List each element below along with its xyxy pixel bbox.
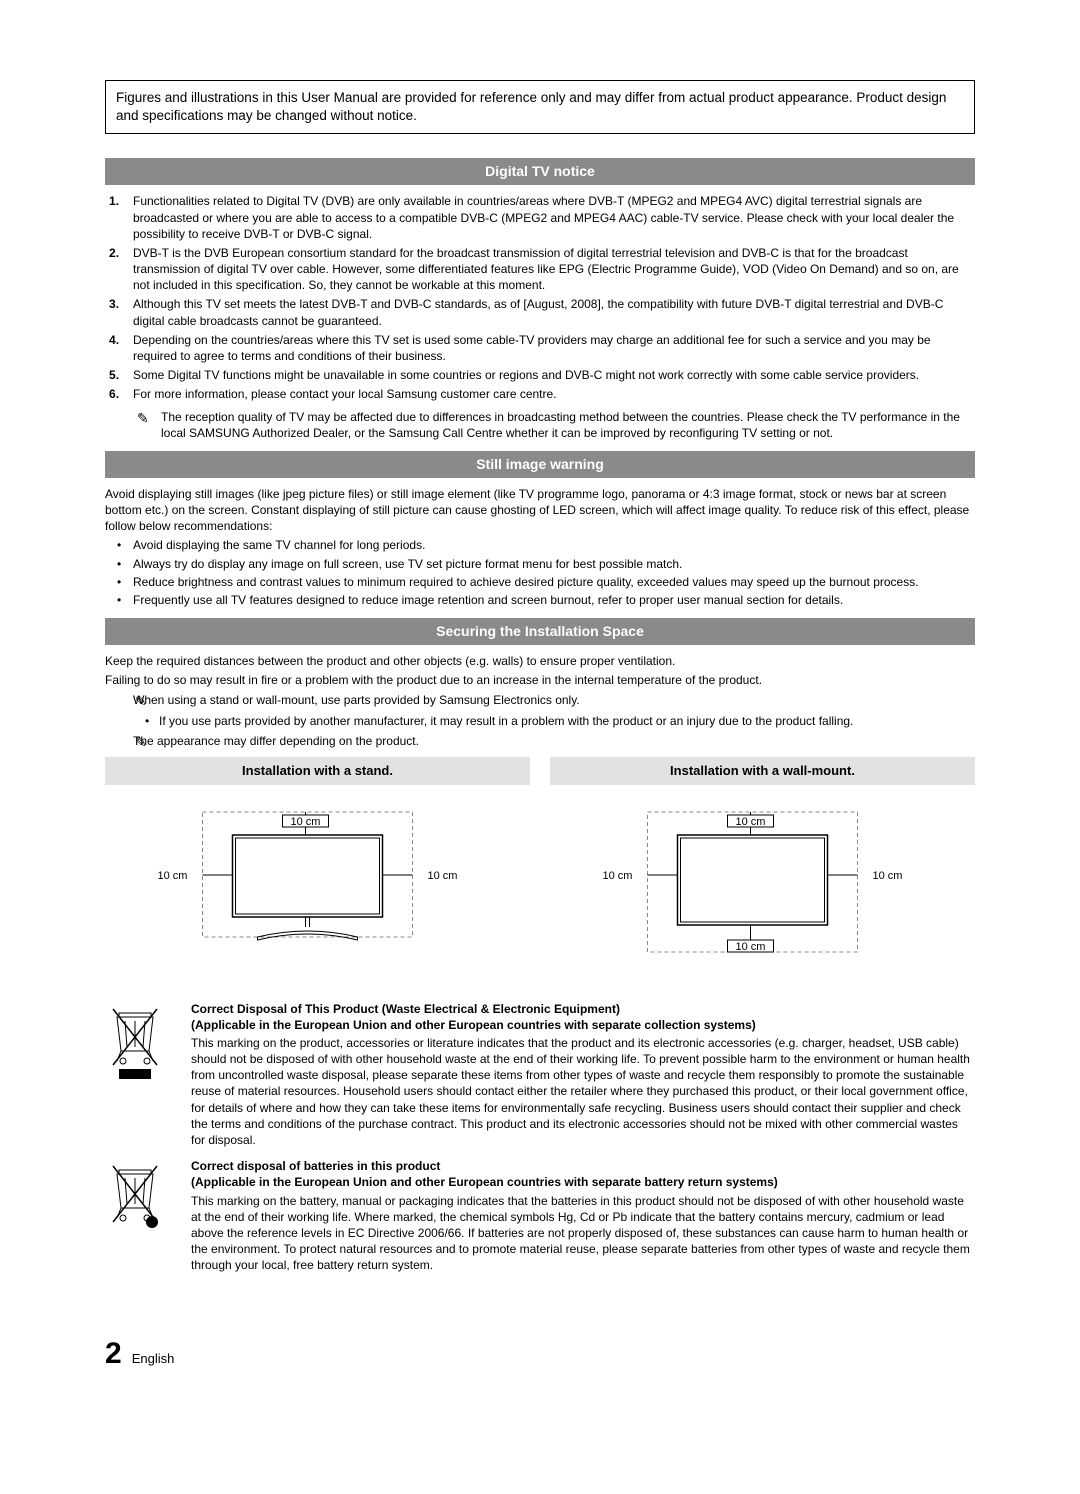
- securing-header: Securing the Installation Space: [105, 618, 975, 645]
- list-item: Some Digital TV functions might be unava…: [105, 367, 975, 383]
- install-stand-col: Installation with a stand. 10 cm 10 cm 1…: [105, 757, 530, 967]
- still-image-intro: Avoid displaying still images (like jpeg…: [105, 486, 975, 535]
- page-language: English: [132, 1350, 175, 1368]
- wall-diagram: 10 cm 10 cm 10 cm 10 cm: [550, 797, 975, 967]
- list-item: DVB-T is the DVB European consortium sta…: [105, 245, 975, 294]
- svg-text:10 cm: 10 cm: [736, 816, 766, 828]
- battery-title-1: Correct disposal of batteries in this pr…: [191, 1158, 975, 1174]
- list-item: For more information, please contact you…: [105, 386, 975, 441]
- list-item: Reduce brightness and contrast values to…: [105, 574, 975, 590]
- svg-text:10 cm: 10 cm: [603, 870, 633, 882]
- svg-text:10 cm: 10 cm: [736, 941, 766, 953]
- svg-text:10 cm: 10 cm: [428, 870, 458, 882]
- still-image-bullets: Avoid displaying the same TV channel for…: [105, 537, 975, 608]
- battery-icon: [105, 1158, 175, 1273]
- disposal-battery-text: Correct disposal of batteries in this pr…: [191, 1158, 975, 1273]
- list-item: Depending on the countries/areas where t…: [105, 332, 975, 364]
- reception-note: The reception quality of TV may be affec…: [133, 409, 975, 441]
- securing-p1: Keep the required distances between the …: [105, 653, 975, 669]
- weee-body: This marking on the product, accessories…: [191, 1035, 975, 1148]
- install-stand-title: Installation with a stand.: [105, 757, 530, 785]
- disposal-battery: Correct disposal of batteries in this pr…: [105, 1158, 975, 1273]
- securing-p2: Failing to do so may result in fire or a…: [105, 672, 975, 688]
- reference-notice-box: Figures and illustrations in this User M…: [105, 80, 975, 134]
- page-footer: 2 English: [105, 1334, 975, 1375]
- list-item: Functionalities related to Digital TV (D…: [105, 193, 975, 242]
- battery-body: This marking on the battery, manual or p…: [191, 1193, 975, 1274]
- securing-note-1-sub: If you use parts provided by another man…: [105, 713, 975, 729]
- still-image-header: Still image warning: [105, 451, 975, 478]
- battery-title-2: (Applicable in the European Union and ot…: [191, 1174, 975, 1190]
- install-wall-col: Installation with a wall-mount. 10 cm 10…: [550, 757, 975, 967]
- install-wall-title: Installation with a wall-mount.: [550, 757, 975, 785]
- securing-note-2: The appearance may differ depending on t…: [105, 733, 975, 749]
- disposal-weee-text: Correct Disposal of This Product (Waste …: [191, 1001, 975, 1149]
- list-item: Avoid displaying the same TV channel for…: [105, 537, 975, 553]
- page-number: 2: [105, 1334, 122, 1375]
- list-item: Frequently use all TV features designed …: [105, 592, 975, 608]
- digital-tv-list: Functionalities related to Digital TV (D…: [105, 193, 975, 441]
- list-item-text: For more information, please contact you…: [133, 387, 557, 401]
- list-item: Although this TV set meets the latest DV…: [105, 296, 975, 328]
- svg-text:10 cm: 10 cm: [873, 870, 903, 882]
- securing-note-1: When using a stand or wall-mount, use pa…: [105, 692, 975, 708]
- svg-text:10 cm: 10 cm: [291, 816, 321, 828]
- digital-tv-header: Digital TV notice: [105, 158, 975, 185]
- stand-diagram: 10 cm 10 cm 10 cm: [105, 797, 530, 967]
- svg-text:10 cm: 10 cm: [158, 870, 188, 882]
- weee-icon: [105, 1001, 175, 1149]
- disposal-weee: Correct Disposal of This Product (Waste …: [105, 1001, 975, 1149]
- weee-title-1: Correct Disposal of This Product (Waste …: [191, 1001, 975, 1017]
- installation-diagrams: Installation with a stand. 10 cm 10 cm 1…: [105, 757, 975, 967]
- list-item: Always try do display any image on full …: [105, 556, 975, 572]
- weee-title-2: (Applicable in the European Union and ot…: [191, 1017, 975, 1033]
- note-text: When using a stand or wall-mount, use pa…: [133, 693, 580, 707]
